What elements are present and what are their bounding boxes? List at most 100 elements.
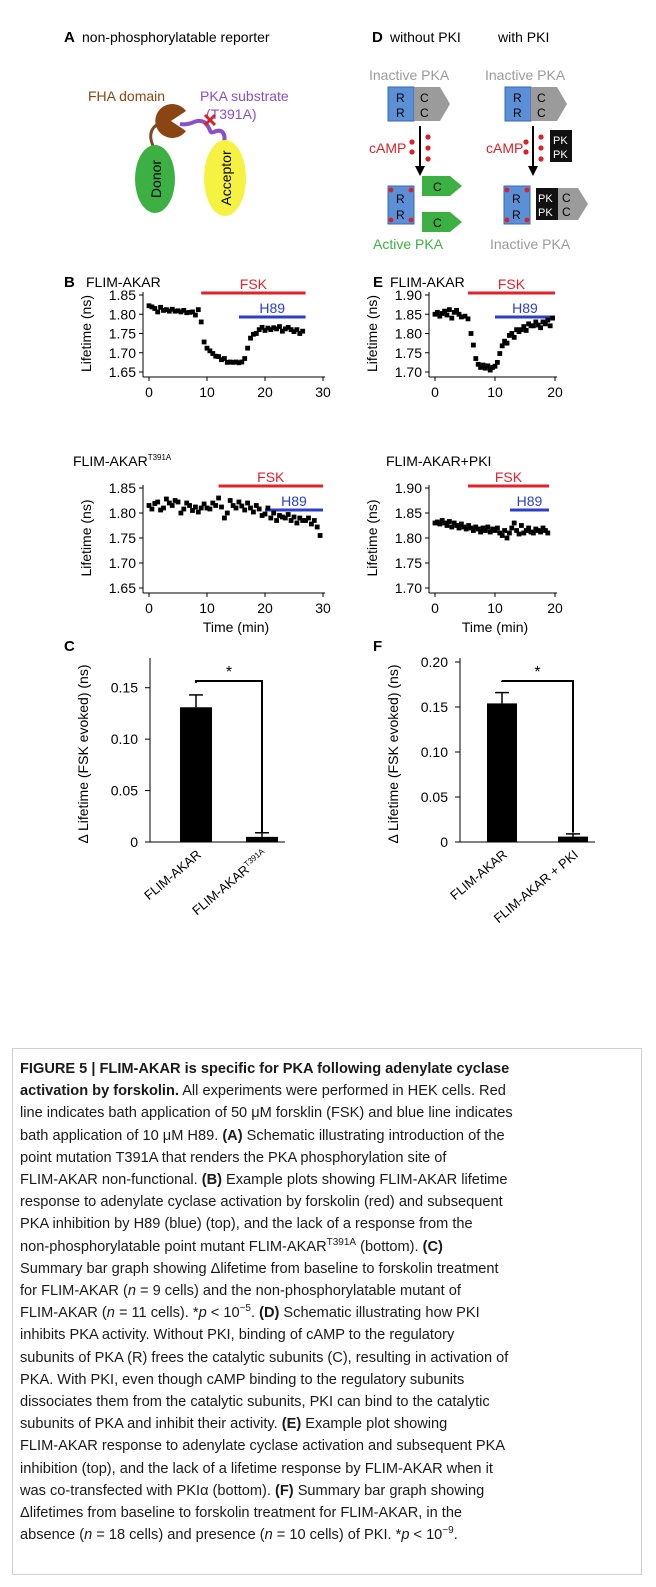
svg-text:C: C [420, 106, 429, 120]
bar [558, 836, 588, 842]
svg-text:C: C [433, 180, 442, 194]
y-axis-label: Δ Lifetime (FSK evoked) (ns) [75, 665, 91, 844]
caption-line: subunits of PKA (R) frees the catalytic … [20, 1347, 638, 1369]
data-point [233, 359, 239, 365]
y-tick-label: 1.75 [395, 555, 422, 571]
panel-a-title: non-phosphorylatable reporter [82, 29, 270, 45]
data-point [526, 525, 531, 531]
data-point [437, 313, 443, 319]
data-point [514, 528, 519, 533]
caption-text: p [401, 1527, 410, 1544]
caption-panel-ref: (F) [275, 1482, 294, 1499]
data-point [545, 530, 551, 536]
data-point [190, 309, 195, 315]
chart-c: 0 0.05 0.10 0.15 Δ Lifetime (FSK evoked) (ns… [75, 658, 285, 918]
panel-a-letter: A [64, 29, 75, 46]
data-point [242, 356, 248, 361]
data-point [502, 528, 507, 533]
data-point [248, 505, 253, 511]
svg-text:PK: PK [538, 193, 553, 205]
caption-text: n [264, 1527, 273, 1544]
data-point [161, 308, 166, 313]
data-point [280, 328, 285, 334]
y-tick-label: 0.10 [111, 731, 138, 747]
data-point [152, 306, 158, 311]
data-point [175, 308, 181, 314]
data-point [462, 313, 468, 319]
caption-text: < 10 [409, 1527, 443, 1544]
data-point [492, 363, 498, 369]
data-point [459, 521, 464, 527]
data-point [511, 520, 517, 526]
data-point [184, 310, 190, 316]
data-point [253, 331, 259, 336]
x-tick-label: 0 [145, 600, 153, 616]
caption-text: Δlifetimes from baseline to forskolin tr… [20, 1505, 463, 1522]
data-point [172, 308, 178, 314]
chart-b-bottom: FLIM-AKART391A 1.65 1.70 1.75 1.80 1.85 0 10 20 3… [73, 453, 331, 635]
camp-dots-right [523, 134, 544, 162]
pka-active-left: R R C C [387, 176, 462, 232]
y-tick-label: 1.75 [109, 326, 136, 342]
data-point [265, 325, 271, 331]
caption-text: = 11 cells). * [114, 1305, 199, 1322]
data-point [187, 503, 192, 508]
caption-line: line indicates bath application of 50 μM… [20, 1102, 638, 1124]
caption-title-cont: activation by forskolin. [20, 1083, 179, 1100]
data-point [184, 500, 190, 506]
caption-text: = 18 cells) and presence ( [92, 1527, 265, 1544]
data-point [297, 515, 303, 521]
data-point [216, 354, 221, 359]
data-point [193, 312, 198, 318]
caption-text: Schematic illustrating how PKI [279, 1305, 480, 1322]
data-point [475, 526, 481, 532]
camp-left-label: cAMP [369, 140, 406, 156]
acceptor-shape [204, 140, 246, 216]
data-point [547, 323, 553, 329]
caption-line: inhibits PKA activity. Without PKI, bind… [20, 1324, 638, 1346]
data-point [538, 529, 543, 535]
data-point [495, 525, 500, 531]
data-point [158, 304, 163, 310]
bar [180, 707, 212, 842]
caption-line: activation by forskolin. All experiments… [20, 1080, 638, 1102]
y-tick-label: 1.80 [109, 505, 136, 521]
camp-dots-left [409, 134, 431, 162]
data-point [268, 515, 274, 521]
chart-title: FLIM-AKART391A [73, 453, 172, 469]
data-point [449, 524, 455, 530]
caption-text: non-phosphorylatable point mutant FLIM-A… [20, 1238, 327, 1255]
data-point [291, 514, 297, 520]
caption-text: T391A [326, 1236, 357, 1248]
chart-e-bottom: FLIM-AKAR+PKI 1.70 1.75 1.80 1.85 1.90 0 10 20 Li… [364, 453, 563, 635]
caption-text: . [453, 1527, 458, 1544]
data-point [311, 518, 317, 523]
acceptor-label: Acceptor [218, 150, 234, 206]
x-tick-label: 0 [431, 384, 439, 400]
data-point [213, 353, 219, 359]
data-point [169, 306, 175, 312]
h89-label: H89 [517, 493, 543, 509]
data-point [195, 509, 201, 515]
data-point [444, 523, 450, 528]
caption-text: was co-transfected with PKIα (bottom). [20, 1482, 275, 1499]
y-tick-label: 1.70 [395, 580, 422, 596]
caption-line: absence (n = 18 cells) and presence (n =… [20, 1524, 638, 1546]
caption-text: for FLIM-AKAR ( [20, 1283, 128, 1300]
data-point [487, 367, 493, 373]
data-point [201, 501, 207, 507]
svg-text:PK: PK [538, 207, 553, 219]
svg-text:C: C [562, 191, 571, 205]
caption-line: Summary bar graph showing Δlifetime from… [20, 1258, 638, 1280]
svg-text:R: R [396, 208, 405, 222]
y-tick-label: 1.90 [395, 480, 422, 496]
data-point [169, 503, 175, 508]
data-point [239, 503, 245, 509]
data-point [207, 506, 213, 512]
data-point [282, 326, 288, 332]
data-point [222, 356, 227, 361]
x-tick-label: 20 [257, 600, 273, 616]
data-point [230, 359, 236, 365]
data-point [198, 505, 204, 511]
y-tick-label: 1.80 [395, 326, 422, 342]
